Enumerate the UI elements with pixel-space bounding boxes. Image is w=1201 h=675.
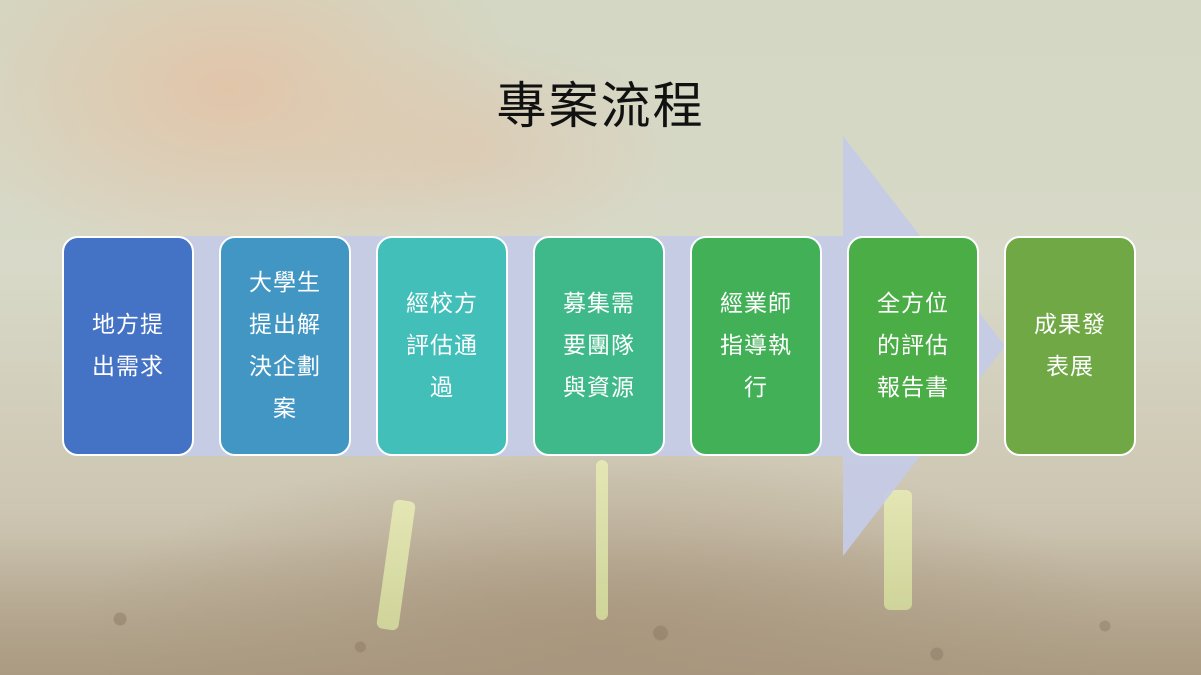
step-5: 經業師指導執行 bbox=[690, 236, 822, 456]
step-7: 成果發表展 bbox=[1004, 236, 1136, 456]
step-4-label: 募集需要團隊與資源 bbox=[563, 291, 635, 401]
step-1: 地方提出需求 bbox=[62, 236, 194, 456]
step-3-label: 經校方評估通過 bbox=[406, 291, 478, 401]
step-2-label: 大學生提出解決企劃案 bbox=[249, 270, 321, 422]
step-1-label: 地方提出需求 bbox=[92, 312, 164, 380]
sprout-middle bbox=[596, 460, 608, 620]
sprout-right bbox=[884, 490, 912, 610]
step-6: 全方位的評估報告書 bbox=[847, 236, 979, 456]
step-6-label: 全方位的評估報告書 bbox=[877, 291, 949, 401]
step-5-label: 經業師指導執行 bbox=[720, 291, 792, 401]
step-4: 募集需要團隊與資源 bbox=[533, 236, 665, 456]
step-2: 大學生提出解決企劃案 bbox=[219, 236, 351, 456]
page-title: 專案流程 bbox=[496, 77, 705, 135]
step-7-label: 成果發表展 bbox=[1034, 312, 1106, 380]
step-3: 經校方評估通過 bbox=[376, 236, 508, 456]
